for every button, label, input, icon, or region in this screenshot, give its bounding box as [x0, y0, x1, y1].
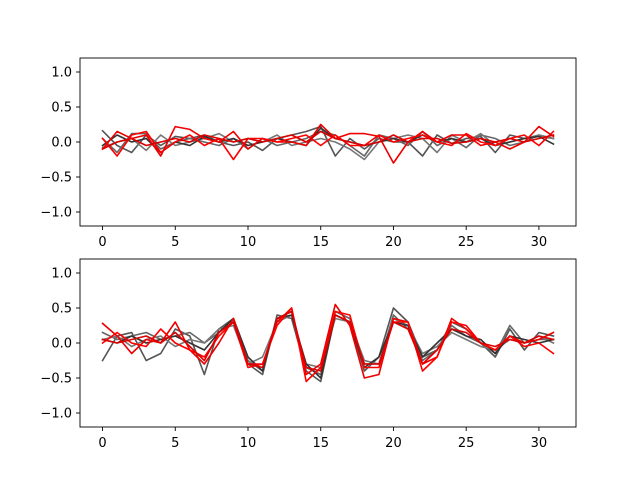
x-tick-label: 5 [171, 235, 179, 250]
series-line-6 [101, 130, 555, 161]
x-tick-label: 30 [531, 436, 548, 451]
x-tick-label: 25 [458, 235, 475, 250]
subplot-bottom: 0 5 10 15 20 25 30 −1.0 −0.5 0.0 0.5 1.0 [40, 258, 577, 451]
series-line-6 [101, 307, 555, 383]
y-tick-label: 1.0 [51, 267, 72, 282]
y-tick-label: −0.5 [40, 171, 72, 186]
series-line-5 [101, 123, 555, 164]
y-tick-label: 0.0 [51, 136, 72, 151]
y-tick-label: 0.5 [51, 302, 72, 317]
x-tick-label: 25 [458, 436, 475, 451]
x-tick-label: 30 [531, 235, 548, 250]
subplot-top: 0 5 10 15 20 25 30 −1.0 −0.5 0.0 0.5 1.0 [40, 57, 577, 250]
y-tick-label: −0.5 [40, 372, 72, 387]
series-line-7 [101, 130, 555, 151]
series-group [101, 123, 555, 164]
x-tick-label: 10 [240, 436, 257, 451]
x-tick-label: 0 [98, 235, 106, 250]
series-line-7 [101, 310, 555, 372]
x-tick-label: 10 [240, 235, 257, 250]
y-tick-label: 0.0 [51, 337, 72, 352]
y-tick-label: −1.0 [40, 206, 72, 221]
x-tick-label: 15 [312, 235, 329, 250]
x-tick-label: 15 [312, 436, 329, 451]
x-tick-label: 20 [385, 436, 402, 451]
y-tick-label: 1.0 [51, 66, 72, 81]
x-tick-label: 5 [171, 436, 179, 451]
x-tick-label: 0 [98, 436, 106, 451]
y-tick-label: −1.0 [40, 407, 72, 422]
y-tick-label: 0.5 [51, 101, 72, 116]
series-group [101, 303, 555, 383]
x-tick-label: 20 [385, 235, 402, 250]
